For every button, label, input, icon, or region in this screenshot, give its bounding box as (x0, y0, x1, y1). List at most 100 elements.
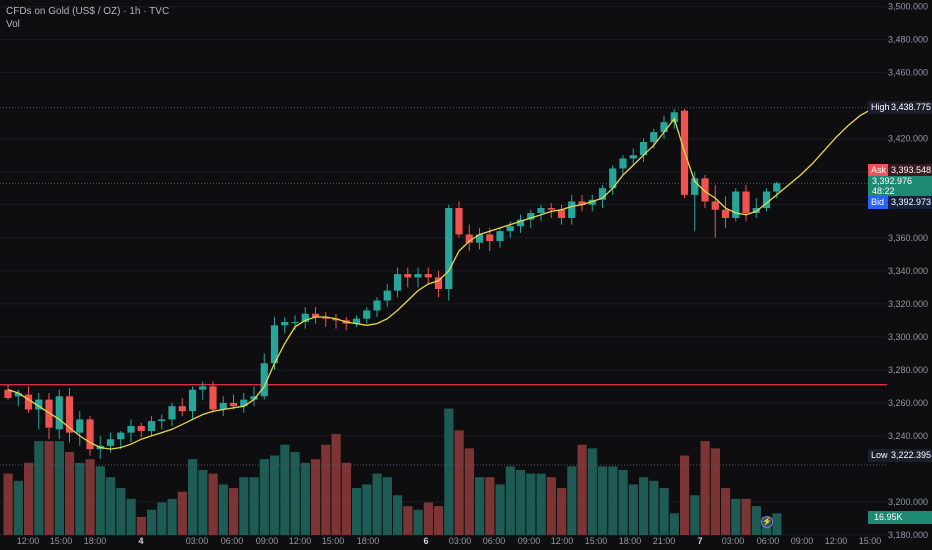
candle-body (383, 290, 391, 301)
bid-badge-value: 3,392.973 (891, 197, 932, 207)
volume-bar (259, 459, 269, 535)
volume-bar (3, 473, 13, 535)
candle-body (404, 274, 412, 278)
high-badge: High3,438.775 (868, 101, 932, 114)
volume-badge-value: 16.95K (874, 512, 903, 522)
candle-body (537, 208, 545, 214)
volume-bar (649, 480, 659, 535)
candle-body (486, 234, 494, 242)
volume-bar (106, 477, 116, 535)
time-tick-label: 12:00 (17, 536, 40, 546)
volume-bar (177, 491, 187, 535)
volume-bar (208, 473, 218, 535)
last-price-badge: 3,392.976 48:22 (868, 176, 932, 196)
price-tick-label: 3,340.000 (888, 266, 928, 276)
candle-body (650, 132, 658, 143)
candle-body (660, 122, 668, 133)
volume-bar (382, 477, 392, 535)
candle-body (557, 209, 566, 218)
candle-body (352, 318, 361, 324)
lightning-icon[interactable]: ⚡ (761, 516, 773, 528)
time-tick-label: 09:00 (791, 536, 814, 546)
volume-bar (669, 513, 679, 535)
candle-body (117, 432, 125, 440)
ask-badge-key: Ask (868, 164, 888, 177)
price-tick-label: 3,420.000 (888, 134, 928, 144)
low-badge-value: 3,222.395 (891, 450, 932, 460)
volume-bar (403, 506, 413, 535)
candle-body (168, 406, 176, 420)
candle-body (516, 219, 525, 227)
volume-bar (218, 484, 228, 535)
time-tick-label: 03:00 (186, 536, 209, 546)
low-badge-key: Low (871, 450, 888, 460)
volume-bar (65, 451, 75, 535)
time-tick-label: 06:00 (483, 536, 506, 546)
candle-body (137, 426, 145, 431)
volume-bar (618, 470, 628, 535)
volume-bar (505, 466, 515, 535)
volume-bar (475, 477, 485, 535)
volume-bar (700, 441, 710, 535)
ask-badge-value: 3,393.548 (891, 165, 932, 175)
candle-body (14, 392, 22, 397)
volume-bar (321, 444, 331, 535)
projection-line (776, 108, 873, 196)
candle-body (291, 321, 299, 323)
volume-bar (546, 477, 556, 535)
candle-body (619, 158, 627, 169)
candle-body (219, 402, 227, 410)
volume-bar (229, 488, 239, 535)
volume-bar (690, 495, 700, 535)
volume-label: Vol (6, 19, 20, 30)
volume-bar (485, 477, 495, 535)
time-tick-label: 18:00 (84, 536, 107, 546)
candle-body (629, 155, 637, 159)
time-tick-label: 18:00 (357, 536, 380, 546)
price-tick-label: 3,360.000 (888, 233, 928, 243)
volume-bar (24, 462, 34, 535)
time-tick-label: 18:00 (619, 536, 642, 546)
candle-body (301, 313, 309, 322)
candle-body (24, 394, 33, 410)
candle-body (434, 277, 443, 289)
volume-bar (536, 473, 546, 535)
candle-body (178, 406, 186, 412)
candle-body (65, 396, 74, 433)
candle-body (588, 199, 596, 205)
volume-bar (464, 448, 474, 535)
candle-body (363, 310, 371, 319)
candle-body (332, 318, 340, 321)
volume-bar (608, 466, 618, 535)
candle-body (742, 191, 750, 214)
volume-bar (157, 502, 167, 535)
chart-legend: CFDs on Gold (US$ / OZ) · 1h · TVC Vol (6, 5, 169, 31)
volume-bar (95, 466, 105, 535)
candle-body (127, 426, 135, 433)
candle-body (45, 399, 53, 428)
volume-bar (495, 484, 505, 535)
candle-body (373, 300, 381, 311)
candle-body (568, 201, 576, 218)
candle-body (598, 188, 607, 200)
price-tick-label: 3,500.000 (888, 2, 928, 12)
time-tick-label: 09:00 (256, 536, 279, 546)
time-tick-label: 15:00 (585, 536, 608, 546)
volume-bar (731, 498, 741, 535)
candle-body (393, 274, 402, 291)
volume-bar (659, 488, 669, 535)
candle-body (322, 317, 330, 319)
volume-bar (413, 509, 423, 535)
time-tick-label: 7 (697, 536, 702, 546)
candle-body (281, 321, 289, 326)
low-badge: Low 3,222.395 (868, 449, 932, 462)
volume-badge: 16.95K (868, 511, 932, 524)
volume-bar (423, 502, 433, 535)
candle-body (732, 191, 740, 218)
volume-bar (54, 441, 64, 535)
time-tick-label: 6 (423, 536, 428, 546)
candle-body (240, 399, 248, 407)
candle-body (188, 389, 197, 412)
time-tick-label: 09:00 (518, 536, 541, 546)
